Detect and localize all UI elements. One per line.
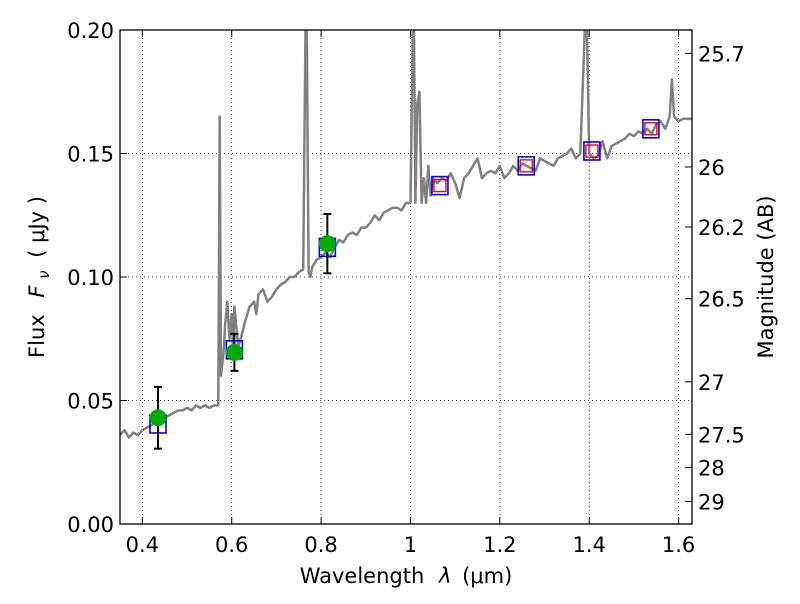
- mag-tick-label: 27: [698, 371, 725, 395]
- observed-point: [318, 235, 336, 253]
- upper-limit-marker: [519, 159, 533, 173]
- x-tick-label: 1: [404, 533, 417, 557]
- mag-tick-label: 25.7: [698, 42, 745, 66]
- x-axis-title: Wavelength λ (μm): [300, 564, 513, 588]
- y-tick-label: 0.00: [67, 513, 114, 537]
- mag-tick-label: 29: [698, 490, 725, 514]
- x-tick-label: 1.6: [662, 533, 695, 557]
- x-axis-title-symbol: λ: [438, 564, 451, 588]
- y-tick-label: 0.20: [67, 19, 114, 43]
- y-axis-title-subscript: ν: [35, 270, 53, 278]
- grid-lines: [120, 30, 692, 524]
- y-tick-label: 0.10: [67, 266, 114, 290]
- model-square-marker: [517, 156, 536, 176]
- y-axis-title: Flux F ν ( μJy ): [25, 196, 54, 358]
- mag-tick-label: 26.5: [698, 288, 745, 312]
- x-axis-title-unit: (μm): [462, 564, 512, 588]
- y-axis-title-unit: ( μJy ): [25, 196, 49, 258]
- right-axis-title: Magnitude (AB): [754, 195, 778, 358]
- upper-limit-marker: [644, 122, 658, 136]
- mag-tick-label: 27.5: [698, 423, 745, 447]
- upper-limit-marker: [585, 144, 599, 158]
- axis-ticks: 0.4 0.6 0.8 1 1.2 1.4 1.6 0.00 0.05 0.10 0.15 0.20 2…: [67, 19, 745, 557]
- x-tick-label: 1.4: [573, 533, 606, 557]
- x-tick-label: 0.4: [126, 533, 159, 557]
- y-axis-title-symbol: F: [25, 285, 49, 298]
- model-square-marker: [642, 119, 660, 139]
- x-tick-label: 1.2: [483, 533, 516, 557]
- mag-tick-label: 28: [698, 456, 725, 480]
- x-axis-title-prefix: Wavelength: [300, 564, 425, 588]
- x-tick-label: 0.8: [304, 533, 337, 557]
- observed-point: [225, 343, 243, 361]
- model-square-marker: [431, 175, 449, 196]
- y-tick-label: 0.05: [67, 390, 114, 414]
- spectrum-layer: [120, 30, 692, 439]
- mag-tick-label: 26.2: [698, 216, 745, 240]
- x-tick-label: 0.6: [215, 533, 248, 557]
- observed-point: [149, 409, 167, 427]
- y-axis-title-prefix: Flux: [25, 314, 49, 358]
- y-tick-label: 0.15: [67, 143, 114, 167]
- mag-tick-label: 26: [698, 156, 725, 180]
- points-layer: [149, 119, 660, 450]
- spectrum-line: [120, 30, 692, 439]
- upper-limit-marker: [433, 178, 447, 193]
- model-square-marker: [583, 141, 601, 161]
